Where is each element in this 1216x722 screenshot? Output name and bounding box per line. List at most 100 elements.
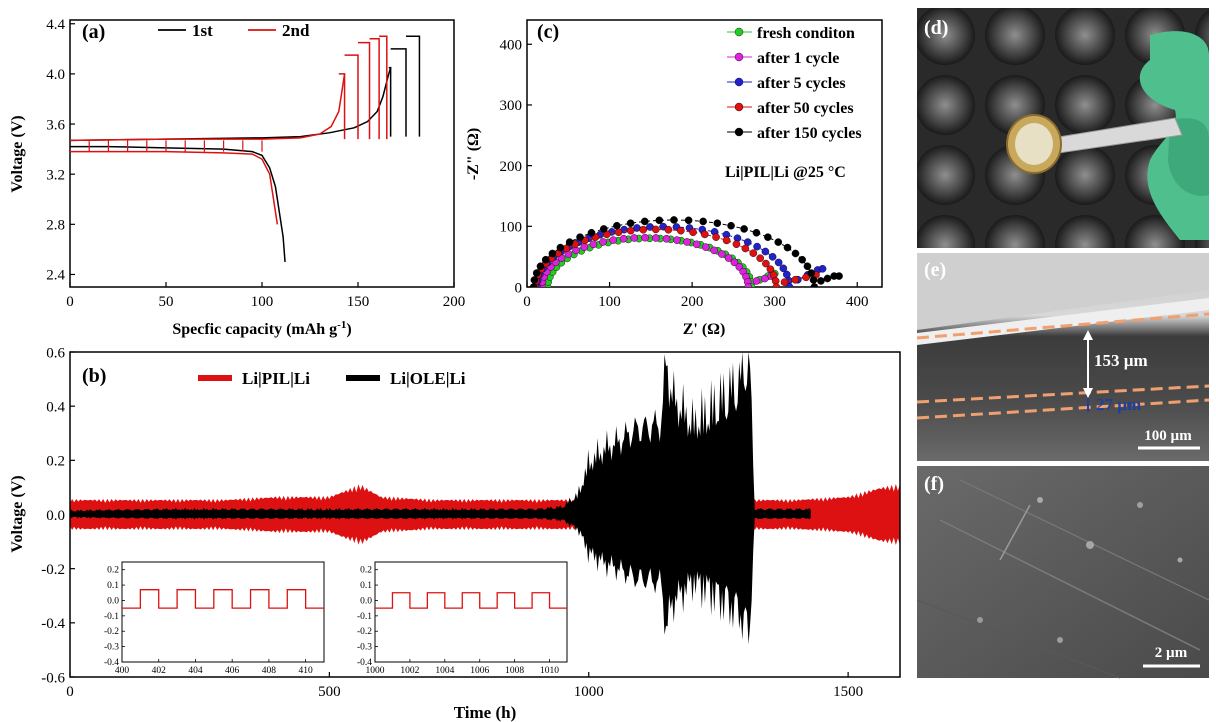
series-after-1-cycle-point: [599, 238, 607, 246]
inset-ytick-label: -0.3: [357, 643, 372, 653]
series-after-50-cycles-point: [749, 249, 758, 257]
series-after-150-cycles-point: [532, 269, 541, 277]
panel-c-ylabel: -Z" (Ω): [465, 128, 482, 180]
panel-c-label: (c): [537, 21, 559, 43]
legend-fresh-conditon-marker: [734, 27, 744, 37]
series-2nd-charge: [70, 73, 346, 142]
series-after-150-cycles-point: [670, 216, 678, 224]
series-after-1-cycle-point: [609, 236, 617, 244]
series-after-50-cycles-point: [664, 225, 673, 234]
panel-a-xtick-label: 50: [159, 294, 174, 310]
series-after-150-cycles-point: [599, 225, 608, 233]
series-after-150-cycles-point: [752, 228, 761, 237]
panel-c-ytick-label: 0: [515, 280, 523, 296]
panel-a-xtick-label: 100: [251, 294, 274, 310]
inset-ytick-label: 0.2: [360, 566, 372, 576]
series-after-1-cycle-point: [717, 250, 726, 258]
panel-a-ylabel: Voltage (V): [9, 115, 26, 192]
series-after-150-cycles-point: [626, 219, 635, 228]
series-after-50-cycles-point: [689, 228, 697, 237]
inset-frame: [374, 561, 568, 663]
panel-b-inset-2: 1000 1002 1004 1006 1008 1010 -0.4 -0.3 -0.2 -0.1…: [357, 561, 568, 676]
series-after-1-cycle-point: [760, 274, 769, 283]
panel-c-ytick-label: 200: [500, 159, 523, 175]
series-after-50-cycles-point: [741, 244, 750, 253]
series-after-150-cycles-point: [783, 243, 792, 252]
series-after-150-cycles-point: [740, 225, 748, 233]
series-after-5-cycles-point: [785, 283, 794, 287]
panel-b-ytick-label: 0.6: [46, 345, 65, 361]
inset-series-pil: [375, 592, 567, 609]
inset-ytick-label: 0.0: [107, 596, 119, 606]
series-after-150-cycles-point: [576, 233, 584, 241]
legend-after-1-cycle-marker: [734, 52, 744, 62]
panel-b-xtick-label: 1000: [574, 684, 604, 700]
series-1st-pulse: [390, 48, 407, 137]
panel-b-xtick-label: 500: [318, 684, 341, 700]
series-after-150-cycles-point: [548, 249, 557, 258]
series-after-50-cycles-point: [732, 240, 741, 249]
panel-b-ytick-label: -0.2: [41, 562, 65, 578]
panel-c-xtick-label: 100: [598, 294, 621, 310]
series-after-5-cycles-point: [774, 258, 783, 267]
series-after-50-cycles-point: [701, 230, 709, 239]
series-after-1-cycle-point: [580, 243, 589, 251]
series-after-5-cycles-point: [779, 264, 788, 273]
panel-c-impedance: 0 100 200 300 400 0 100 200 300 400 (c) fresh con…: [465, 19, 883, 338]
series-after-50-cycles-point: [614, 228, 623, 237]
inset-xtick-label: 404: [188, 666, 203, 676]
series-after-1-cycle-point: [673, 236, 681, 244]
dashed-boundary-bottom: [916, 398, 1210, 420]
panel-c-ytick-label: 100: [500, 220, 523, 236]
series-after-150-cycles-point: [699, 217, 707, 226]
panel-c-ytick-label: 300: [500, 98, 523, 114]
inset-ytick-label: 0.1: [107, 581, 119, 591]
series-after-5-cycles-point: [768, 253, 777, 261]
series-after-50-cycles-point: [722, 236, 731, 245]
series-after-50-cycles-point: [802, 273, 810, 282]
panel-f-label: (f): [924, 473, 944, 495]
legend-after-5-cycles-label: after 5 cycles: [757, 75, 846, 92]
inset-series-pil: [122, 589, 324, 609]
series-after-50-cycles-point: [762, 259, 770, 268]
panel-b-ytick-label: 0.4: [46, 399, 65, 415]
series-2nd-pulse: [358, 41, 371, 140]
panel-b-inset-1: 400 402 404 406 408 410 -0.4 -0.3 -0.2 -0.1 0.0 0.1…: [104, 561, 325, 676]
panel-a-plot: [70, 35, 421, 262]
inset-ytick-label: -0.4: [104, 658, 119, 668]
inset-frame: [121, 561, 325, 663]
panel-c-legend: fresh conditon after 1 cycle after 5 cycle…: [727, 25, 862, 142]
legend-after-150-cycles-label: after 150 cycles: [757, 125, 862, 142]
series-after-150-cycles-point: [587, 228, 596, 237]
series-after-50-cycles-point: [791, 275, 800, 284]
inset-xtick-label: 1008: [505, 666, 524, 676]
series-after-1-cycle-point: [692, 240, 701, 249]
panel-c-xlabel: Z' (Ω): [683, 321, 726, 338]
legend-2nd-label: 2nd: [282, 21, 310, 40]
series-after-150-cycles-point: [713, 219, 722, 228]
series-2nd-pulse: [338, 73, 346, 140]
panel-d-photo: (d): [917, 8, 1209, 248]
series-after-5-cycles-point: [818, 264, 827, 273]
panel-b-xlabel: Time (h): [454, 703, 517, 722]
series-after-1-cycle-point: [730, 258, 739, 267]
inset-xtick-label: 1004: [435, 666, 454, 676]
series-after-150-cycles-point: [809, 276, 818, 284]
panel-a-ytick-label: 3.2: [46, 167, 65, 183]
panel-a-frame: [69, 19, 455, 288]
series-after-150-cycles-point: [807, 269, 816, 277]
panel-a-xtick-label: 200: [443, 294, 466, 310]
series-after-150-cycles-point: [835, 272, 843, 280]
panel-b-ytick-label: -0.6: [41, 670, 65, 686]
legend-after-50-cycles-marker: [734, 102, 744, 112]
series-after-1-cycle-point: [641, 233, 649, 242]
panel-a-xtick-label: 150: [347, 294, 370, 310]
series-2nd-discharge: [70, 150, 279, 225]
annot-153um: 153 µm: [1094, 351, 1148, 370]
panel-b-label: (b): [82, 365, 106, 387]
series-after-1-cycle-point: [652, 234, 660, 242]
legend-after-150-cycles-marker: [734, 127, 744, 137]
panel-a-xlabel: Specfic capacity (mAh g-1): [172, 319, 351, 338]
panel-a-ytick-label: 2.4: [46, 268, 65, 284]
